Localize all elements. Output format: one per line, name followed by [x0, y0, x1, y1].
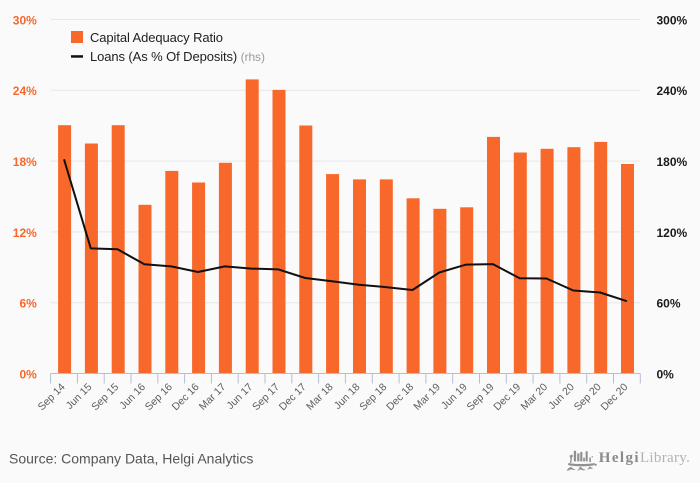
svg-text:24%: 24%	[13, 84, 37, 98]
svg-text:30%: 30%	[13, 13, 37, 27]
svg-text:12%: 12%	[13, 226, 37, 240]
svg-text:300%: 300%	[657, 13, 688, 27]
svg-text:180%: 180%	[657, 155, 688, 169]
svg-text:HelgiLibrary.: HelgiLibrary.	[599, 450, 690, 466]
svg-text:240%: 240%	[657, 84, 688, 98]
svg-text:18%: 18%	[13, 155, 37, 169]
svg-text:60%: 60%	[657, 297, 681, 311]
svg-text:6%: 6%	[19, 297, 37, 311]
svg-text:0%: 0%	[657, 368, 675, 382]
svg-text:120%: 120%	[657, 226, 688, 240]
svg-text:0%: 0%	[19, 368, 37, 382]
svg-text:Capital Adequacy Ratio: Capital Adequacy Ratio	[90, 30, 223, 45]
svg-text:Loans (As % Of Deposits) (rhs): Loans (As % Of Deposits) (rhs)	[90, 49, 265, 64]
svg-text:Source: Company Data, Helgi An: Source: Company Data, Helgi Analytics	[9, 451, 253, 467]
